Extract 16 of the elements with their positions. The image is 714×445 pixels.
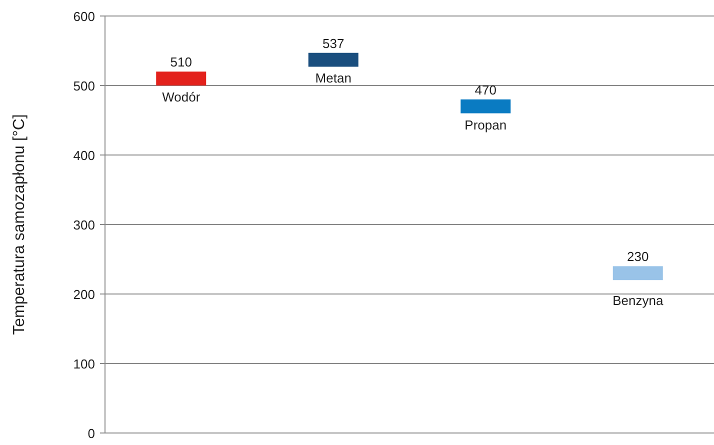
series-label: Metan [315, 70, 352, 86]
annotation: 510 [170, 54, 192, 70]
series-label: Benzyna [612, 293, 664, 308]
series-label: Propan [464, 117, 507, 132]
y-tick-label: 0 [88, 426, 95, 441]
y-tick-label: 400 [73, 148, 95, 163]
annotation: 470 [474, 82, 496, 98]
y-axis-title: Temperatura samozapłonu [°C] [11, 114, 28, 335]
y-tick-label: 300 [73, 218, 95, 232]
series-label: Wodór [162, 90, 201, 104]
y-tick-label: 100 [73, 356, 95, 372]
annotation: 230 [627, 249, 649, 264]
y-tick-label: 200 [73, 287, 95, 302]
y-tick-label: 500 [73, 78, 95, 94]
annotation: 537 [322, 36, 344, 51]
y-tick-label: 600 [73, 9, 95, 24]
